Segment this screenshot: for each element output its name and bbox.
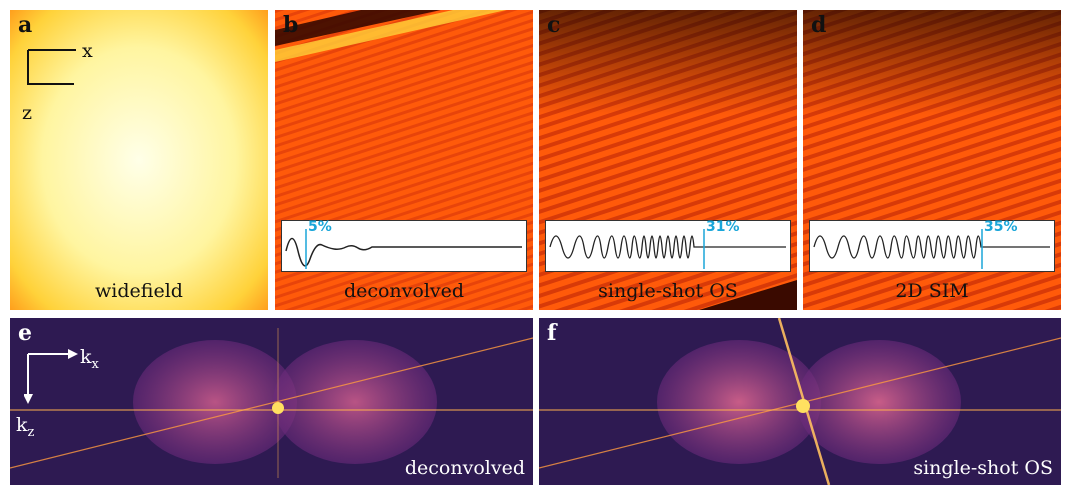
fourier-deconvolved-image (10, 318, 533, 485)
profile-plot-c (549, 229, 786, 269)
kz-letter: k (16, 414, 28, 436)
axis-label-z: z (22, 102, 33, 124)
caption-2d-sim: 2D SIM (895, 280, 969, 302)
panel-letter-a: a (18, 12, 33, 38)
k-axis-arrows-icon (24, 349, 78, 404)
percent-label-c: 31% (706, 219, 740, 235)
kz-subscript: z (27, 424, 35, 440)
caption-fourier-deconvolved: deconvolved (404, 457, 525, 479)
panel-letter-c: c (547, 12, 561, 38)
kx-subscript: x (91, 356, 99, 372)
caption-widefield: widefield (95, 280, 183, 302)
fourier-single-shot-os-image (539, 318, 1061, 485)
panel-letter-e: e (18, 320, 32, 346)
axis-label-kz: kz (16, 414, 34, 440)
panel-letter-f: f (547, 320, 557, 346)
profile-plot-d (813, 229, 1050, 269)
axis-label-kx: kx (80, 346, 99, 372)
panel-letter-d: d (811, 12, 827, 38)
panel-letter-b: b (283, 12, 299, 38)
kx-letter: k (80, 346, 92, 368)
panel-widefield: a x z widefield (10, 10, 268, 310)
profile-inset-c: 31% (545, 219, 791, 272)
profile-inset-b: 5% (281, 219, 527, 272)
caption-single-shot-os: single-shot OS (598, 280, 738, 302)
caption-deconvolved: deconvolved (343, 280, 465, 302)
percent-label-b: 5% (308, 219, 332, 235)
caption-fourier-single-shot-os: single-shot OS (913, 457, 1053, 479)
panel-2d-sim: d 35% 2D SIM (803, 10, 1061, 310)
widefield-image (10, 10, 268, 310)
axis-lines-icon (27, 49, 76, 84)
profile-plot-b (285, 229, 522, 269)
panel-fourier-deconvolved: e kx kz deconvolved (10, 318, 533, 485)
panel-deconvolved: b 5% deconvolved (275, 10, 533, 310)
axis-label-x: x (82, 40, 93, 62)
panel-fourier-single-shot-os: f single-shot OS (539, 318, 1061, 485)
percent-label-d: 35% (984, 219, 1018, 235)
panel-single-shot-os: c 31% single-shot OS (539, 10, 797, 310)
profile-inset-d: 35% (809, 219, 1055, 272)
